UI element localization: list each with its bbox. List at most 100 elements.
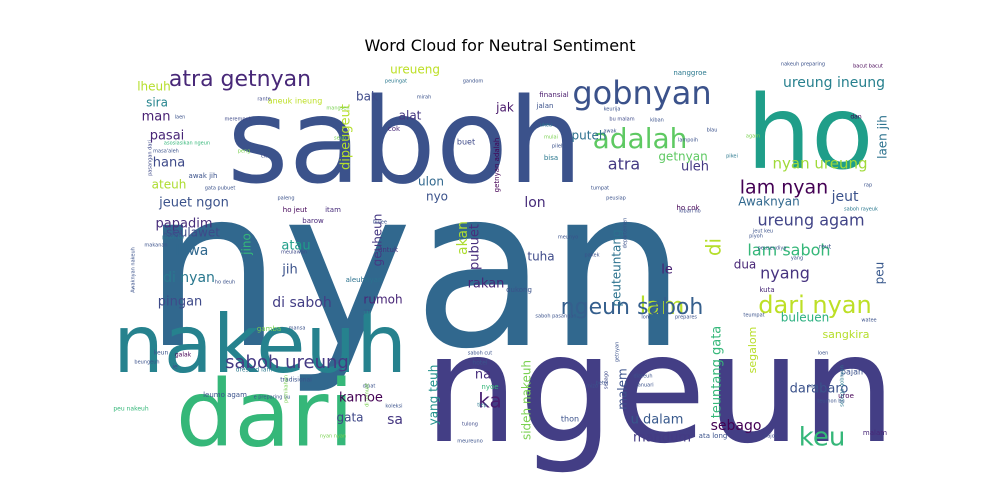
cloud-word: uroe [838, 392, 854, 400]
cloud-word: lam [640, 292, 685, 320]
cloud-word: kuta [759, 286, 774, 294]
cloud-word: loen [818, 351, 829, 357]
cloud-word: reut [819, 244, 832, 251]
cloud-word: jino [240, 233, 254, 256]
cloud-word: lom [641, 315, 650, 321]
cloud-word: dua [734, 258, 757, 272]
cloud-word: ngeun [424, 303, 897, 477]
cloud-word: jeuet ngon [158, 196, 229, 211]
cloud-word: pingan [158, 295, 203, 310]
cloud-word: tradisional [280, 377, 312, 384]
cloud-word: pasangan dari [148, 140, 154, 176]
cloud-word: seub [334, 136, 346, 142]
cloud-word: nyoe [481, 383, 498, 391]
cloud-word: geuheun [371, 214, 385, 267]
cloud-word: pajan [841, 368, 863, 377]
cloud-word: sebago [711, 418, 762, 434]
cloud-word: mansa [289, 326, 306, 332]
cloud-word: jih [281, 263, 297, 278]
cloud-word: buet [457, 138, 475, 147]
cloud-word: hotel [472, 360, 488, 367]
cloud-word: saboh pasangan [535, 314, 576, 320]
cloud-word: e preparing bu [254, 395, 291, 401]
cloud-word: lam saboh [747, 241, 830, 260]
cloud-word: sideh nakeuh [520, 360, 534, 440]
cloud-word: pubuet [468, 224, 483, 270]
cloud-word: nakeuh preparing [781, 62, 825, 68]
cloud-word: gobnyan [572, 74, 711, 112]
cloud-word: peusiap [606, 196, 626, 202]
cloud-word: keu [799, 423, 846, 453]
cloud-word: seulawet [166, 226, 220, 240]
cloud-word: getnyan adalah [493, 138, 501, 193]
cloud-word: segalom [746, 327, 759, 374]
cloud-word: alat [399, 109, 422, 123]
cloud-word: pernikahan [284, 375, 290, 403]
cloud-word: ata long [699, 432, 728, 440]
cloud-word: pakek [585, 253, 600, 259]
cloud-word: masa'aleh [153, 149, 179, 155]
cloud-word: saboh rayeuk [844, 207, 878, 213]
cloud-word: dressed lam [236, 367, 273, 374]
cloud-word: hana [153, 156, 185, 171]
cloud-word: leumo agam [203, 391, 247, 399]
cloud-word: aneuk ineung [268, 97, 323, 106]
cloud-word: sebago gobnyan [840, 365, 846, 407]
cloud-word: pajoh [764, 434, 778, 440]
cloud-word: awak jih [189, 172, 218, 180]
cloud-word: haloh [163, 231, 182, 239]
cloud-word: dan [850, 114, 861, 121]
cloud-word: betoi [596, 381, 609, 387]
cloud-word: nom [807, 384, 818, 390]
cloud-word: ho [746, 74, 873, 193]
cloud-word: yang teuh [427, 365, 441, 426]
cloud-word: rumoh [363, 293, 402, 307]
cloud-word: na [475, 368, 491, 383]
cloud-word: finansial [539, 91, 568, 99]
cloud-word: tumpat [591, 186, 609, 192]
cloud-word: asosiasikan ngeun [164, 141, 210, 147]
cloud-word: buleuen [781, 311, 830, 325]
cloud-word: makanan [144, 243, 167, 249]
cloud-word: lheuh [137, 80, 171, 94]
cloud-word: atra [608, 155, 640, 174]
cloud-word: rap [864, 183, 872, 189]
cloud-word: malam [863, 429, 887, 437]
chart-title: Word Cloud for Neutral Sentiment [364, 36, 636, 55]
cloud-word: dari nyan [758, 291, 871, 319]
cloud-word: pikei [726, 154, 738, 160]
cloud-word: lam nyan [740, 177, 828, 199]
cloud-word: piyoh [749, 234, 763, 240]
cloud-word: ie [172, 364, 178, 371]
cloud-word: departemen [623, 218, 629, 249]
cloud-word: ulon [418, 175, 444, 189]
cloud-word: peuingat [385, 79, 407, 85]
cloud-word: teumpat [743, 313, 764, 319]
cloud-word: pileh [552, 144, 564, 150]
cloud-word: diateuh [633, 374, 652, 380]
cloud-word: jak [495, 101, 514, 115]
cloud-word: nyan ureung [773, 155, 868, 173]
cloud-word: awak [603, 129, 616, 135]
cloud-word: papadim [156, 217, 213, 232]
cloud-word: beungeuh [134, 360, 159, 366]
cloud-word: jalan [536, 102, 554, 110]
cloud-word: dipeugeut [339, 104, 354, 170]
cloud-word: pasai [150, 129, 185, 144]
cloud-word: laen jih [876, 115, 890, 159]
cloud-word: watee [861, 318, 876, 324]
cloud-word: mirah [417, 95, 432, 101]
cloud-word: di [702, 238, 726, 256]
cloud-word: cit [261, 154, 267, 160]
cloud-word: keun [154, 350, 169, 357]
cloud-word: lampoih [678, 138, 698, 144]
cloud-word: bak [356, 90, 378, 104]
cloud-word: kiban [650, 118, 664, 124]
cloud-word: untuk [378, 246, 399, 254]
cloud-word: bisa [544, 154, 558, 162]
cloud-word: gata [336, 411, 363, 425]
cloud-word: getnyan [615, 342, 621, 363]
cloud-word: tulong [462, 422, 478, 428]
cloud-word: mizo [586, 384, 598, 390]
cloud-word: peu [873, 262, 887, 285]
